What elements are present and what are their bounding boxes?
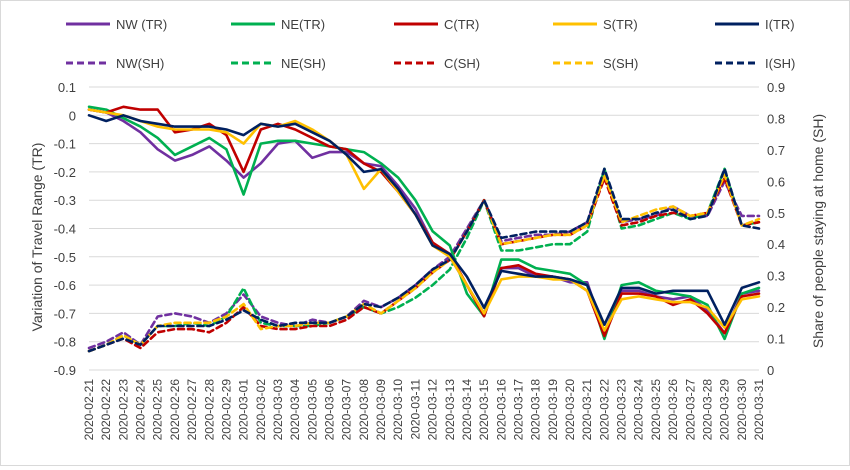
x-tick-label: 2020-02-23 — [116, 379, 130, 441]
x-tick-label: 2020-03-14 — [460, 379, 474, 441]
y-tick-label-right: 0.5 — [767, 206, 785, 221]
y-tick-label-left: -0.8 — [54, 335, 76, 350]
legend-label: C(TR) — [444, 17, 479, 32]
legend-label: NE(SH) — [281, 56, 326, 71]
y-tick-label-right: 0.8 — [767, 111, 785, 126]
y-tick-label-left: -0.5 — [54, 250, 76, 265]
y-tick-label-right: 0.1 — [767, 332, 785, 347]
legend: NW (TR) NE(TR) C(TR) S(TR) I(TR) NW(SH) NE(SH)… — [66, 17, 795, 71]
legend-label: S(SH) — [603, 56, 638, 71]
x-tick-label: 2020-02-26 — [168, 379, 182, 441]
x-tick-label: 2020-03-07 — [340, 379, 354, 441]
x-tick-label: 2020-03-30 — [735, 379, 749, 441]
series-line-c-sh — [87, 176, 761, 353]
right-axis: 0.9 0.8 0.7 0.6 0.5 0.4 0.3 0.2 0.1 0 — [767, 80, 785, 378]
series-line-c-tr — [87, 105, 761, 338]
x-tick-label: 2020-03-09 — [374, 379, 388, 441]
x-tick-label: 2020-03-11 — [408, 379, 422, 440]
x-tick-label: 2020-03-22 — [597, 379, 611, 441]
x-tick-label: 2020-03-18 — [529, 379, 543, 441]
y-tick-label-right: 0.4 — [767, 237, 785, 252]
x-tick-label: 2020-03-01 — [237, 379, 251, 441]
x-tick-label: 2020-03-04 — [288, 379, 302, 441]
y-tick-label-left: 0 — [69, 108, 76, 123]
x-tick-label: 2020-02-24 — [134, 379, 148, 441]
y-tick-label-left: -0.3 — [54, 193, 76, 208]
legend-label: S(TR) — [603, 17, 638, 32]
x-axis: 2020-02-21 2020-02-22 2020-02-23 2020-02-24… — [82, 379, 766, 441]
x-tick-label: 2020-03-28 — [700, 379, 714, 441]
left-axis: 0.1 0 -0.1 -0.2 -0.3 -0.4 -0.5 -0.6 -0.7 -0.8 -0.9 — [54, 80, 76, 378]
x-tick-label: 2020-02-29 — [219, 379, 233, 441]
y-axis-label-right: Share of people staying at home (SH) — [810, 114, 826, 348]
x-tick-label: 2020-03-08 — [357, 379, 371, 441]
series-line-nw-tr — [87, 108, 761, 335]
legend-label: I(SH) — [765, 56, 795, 71]
x-tick-label: 2020-03-05 — [305, 379, 319, 441]
series-line-s-sh — [87, 173, 761, 353]
y-tick-label-right: 0.3 — [767, 269, 785, 284]
x-tick-label: 2020-02-28 — [202, 379, 216, 441]
y-tick-label-left: -0.7 — [54, 306, 76, 321]
x-tick-label: 2020-03-02 — [254, 379, 268, 441]
x-tick-label: 2020-03-29 — [718, 379, 732, 441]
y-tick-label-left: -0.4 — [54, 222, 76, 237]
legend-label: NE(TR) — [281, 17, 325, 32]
y-tick-label-right: 0.7 — [767, 143, 785, 158]
x-tick-label: 2020-03-31 — [752, 379, 766, 441]
x-tick-label: 2020-03-24 — [632, 379, 646, 441]
x-tick-label: 2020-03-20 — [563, 379, 577, 441]
x-tick-label: 2020-03-19 — [546, 379, 560, 441]
y-tick-label-right: 0.6 — [767, 174, 785, 189]
y-tick-label-left: -0.1 — [54, 137, 76, 152]
x-tick-label: 2020-03-13 — [443, 379, 457, 441]
x-tick-label: 2020-03-12 — [426, 379, 440, 441]
series-line-ne-tr — [87, 105, 761, 341]
y-tick-label-left: -0.2 — [54, 165, 76, 180]
y-tick-label-left: 0.1 — [58, 80, 76, 95]
x-tick-label: 2020-03-27 — [683, 379, 697, 441]
x-tick-label: 2020-03-17 — [511, 379, 525, 441]
y-tick-label-right: 0.2 — [767, 300, 785, 315]
x-tick-label: 2020-02-21 — [82, 379, 96, 441]
y-tick-label-left: -0.9 — [54, 363, 76, 378]
x-tick-label: 2020-02-22 — [99, 379, 113, 441]
x-tick-label: 2020-02-27 — [185, 379, 199, 441]
y-tick-label-right: 0.9 — [767, 80, 785, 95]
x-tick-label: 2020-03-06 — [323, 379, 337, 441]
series-layer — [87, 105, 761, 353]
x-tick-label: 2020-03-23 — [615, 379, 629, 441]
x-tick-label: 2020-03-03 — [271, 379, 285, 441]
legend-label: C(SH) — [444, 56, 480, 71]
legend-label: NW(SH) — [116, 56, 164, 71]
x-tick-label: 2020-02-25 — [151, 379, 165, 441]
x-tick-label: 2020-03-10 — [391, 379, 405, 441]
x-tick-label: 2020-03-15 — [477, 379, 491, 441]
y-tick-label-left: -0.6 — [54, 278, 76, 293]
series-line-ne-sh — [87, 167, 761, 353]
series-line-i-tr — [87, 114, 761, 327]
y-tick-label-right: 0 — [767, 363, 774, 378]
legend-label: I(TR) — [765, 17, 795, 32]
legend-label: NW (TR) — [116, 17, 167, 32]
series-line-i-sh — [87, 167, 761, 353]
y-axis-label-left: Variation of Travel Range (TR) — [29, 143, 45, 332]
x-tick-label: 2020-03-16 — [494, 379, 508, 441]
x-tick-label: 2020-03-26 — [666, 379, 680, 441]
x-tick-label: 2020-03-21 — [580, 379, 594, 441]
x-tick-label: 2020-03-25 — [649, 379, 663, 441]
